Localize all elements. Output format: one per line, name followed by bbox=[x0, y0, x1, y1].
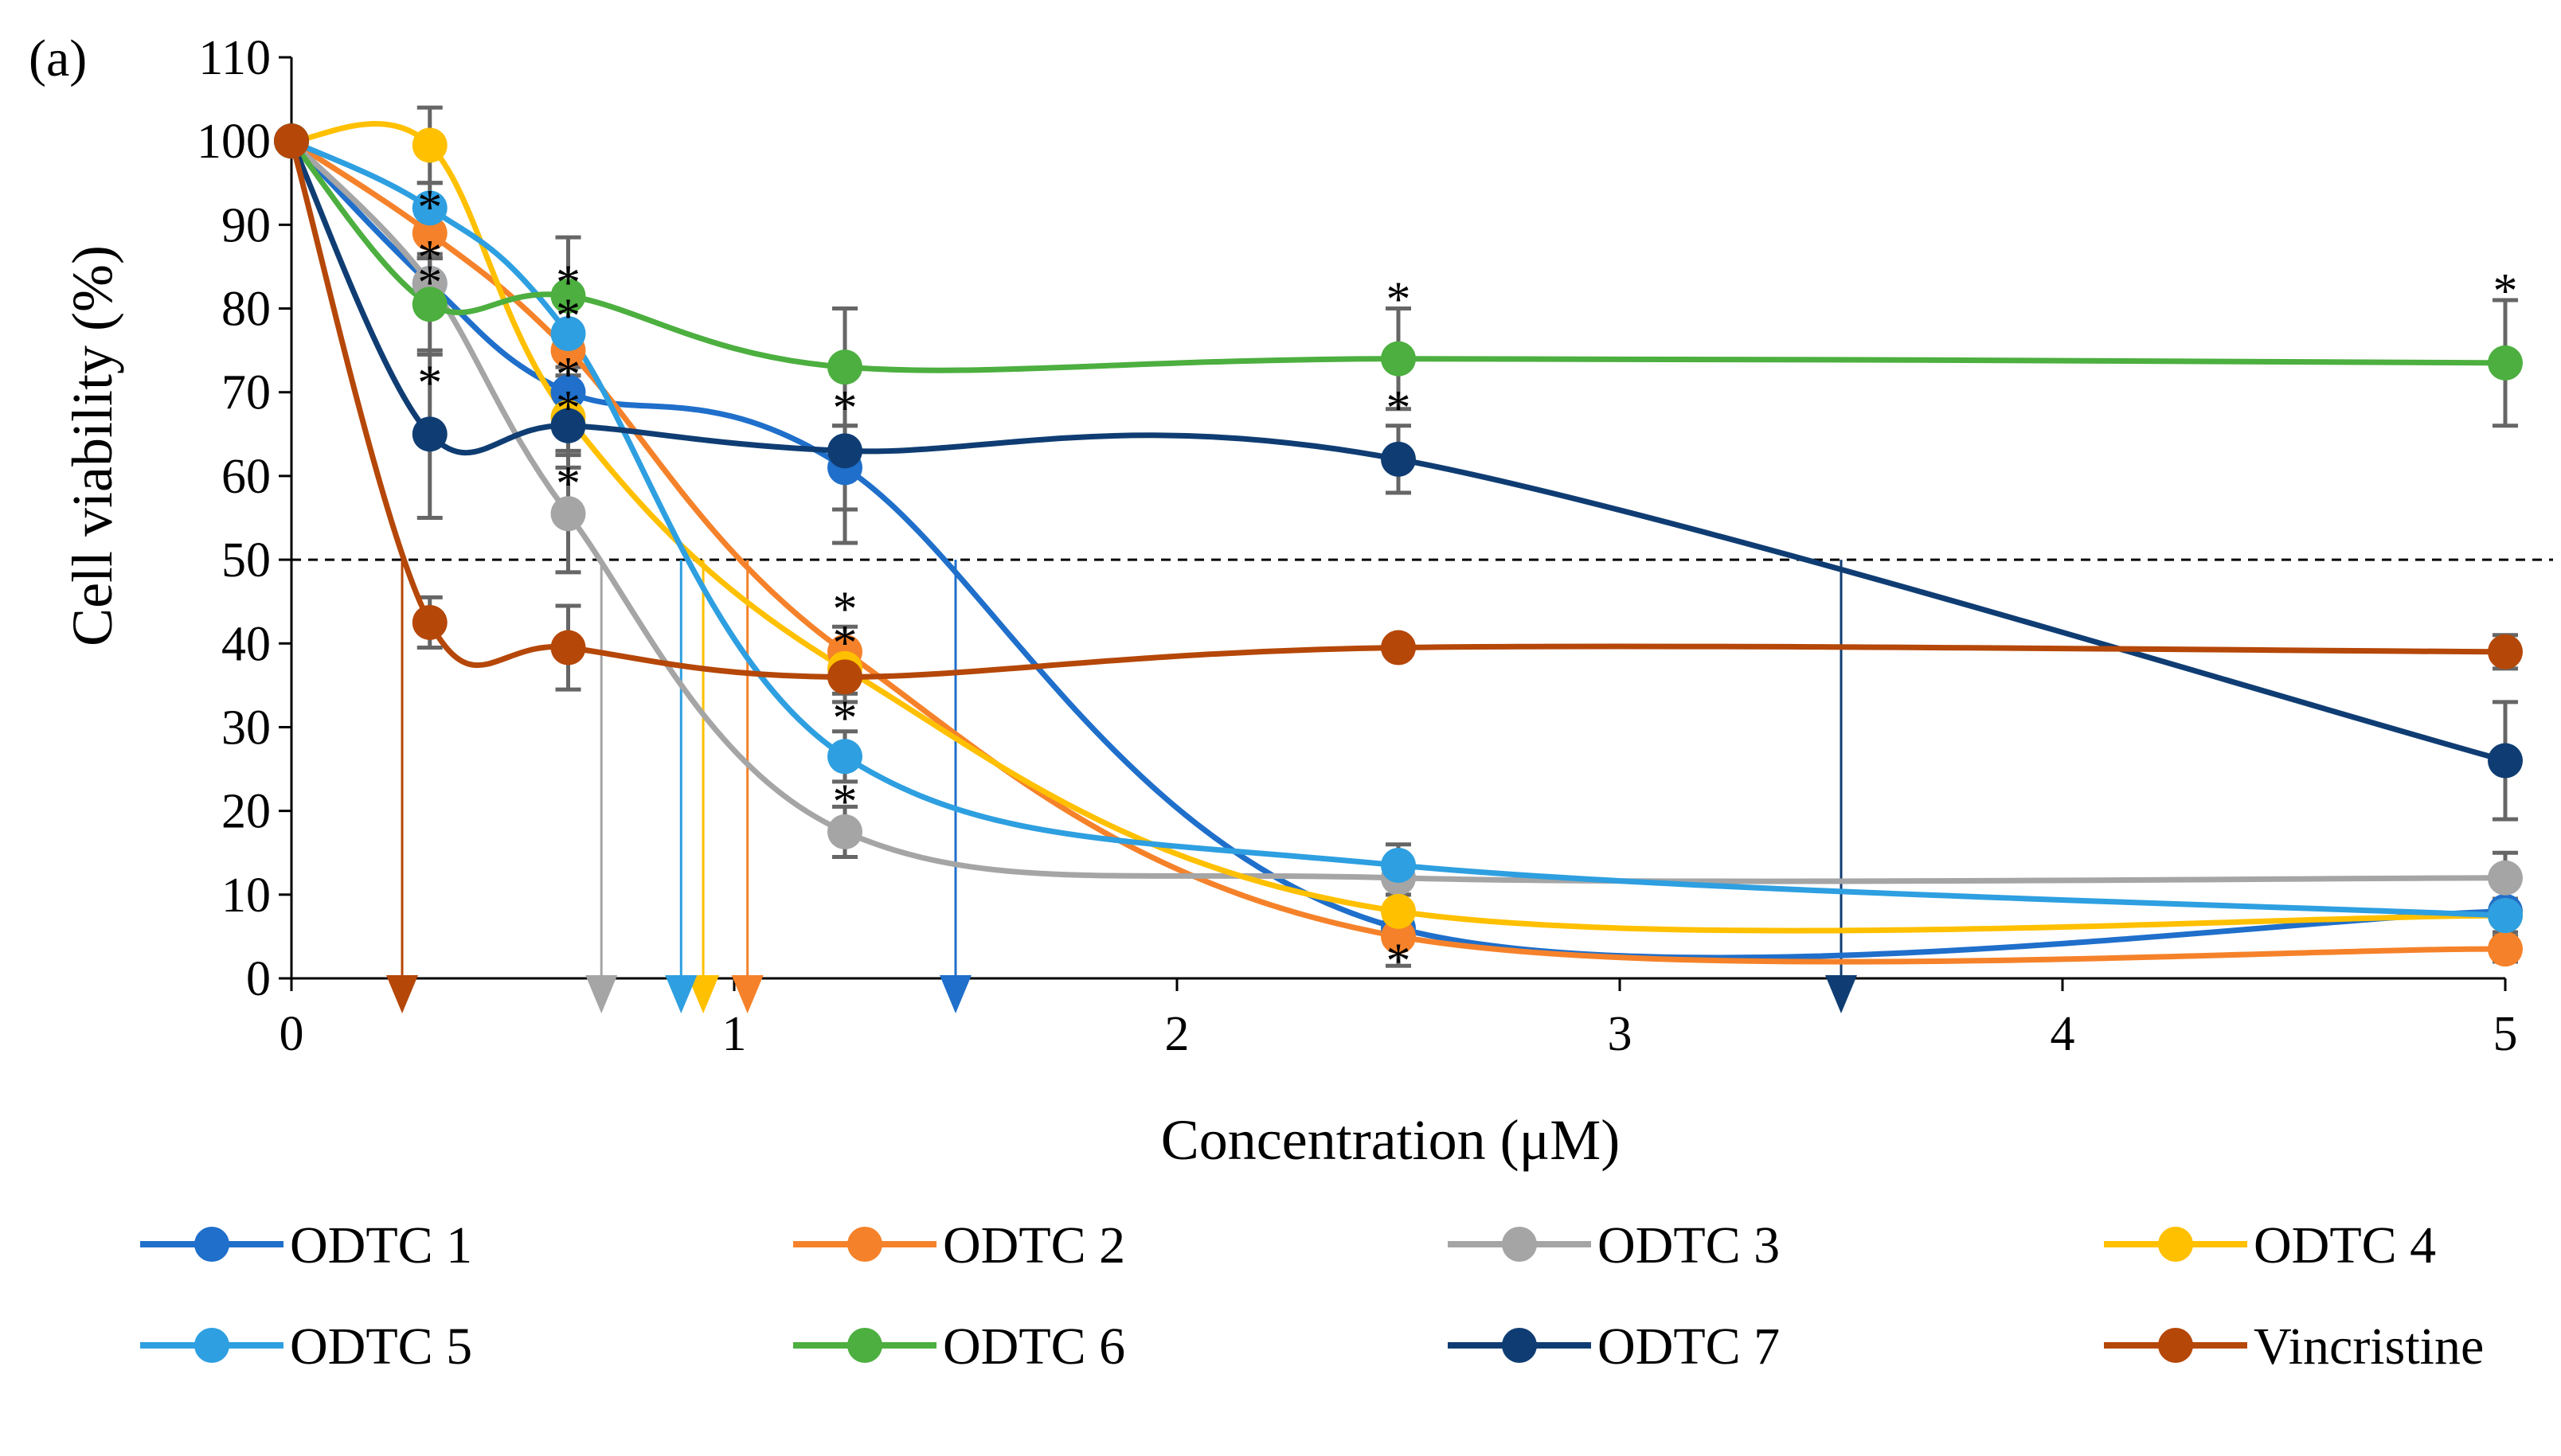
significance-marker: * bbox=[417, 357, 442, 411]
y-tick-label: 110 bbox=[198, 31, 271, 85]
x-tick-label: 3 bbox=[1608, 1007, 1632, 1061]
ic50-arrow-marker bbox=[585, 975, 618, 1013]
data-point bbox=[2488, 931, 2523, 967]
y-axis-title: Cell viability (%) bbox=[61, 245, 124, 646]
x-tick-label: 5 bbox=[2493, 1007, 2518, 1061]
legend-label: ODTC 6 bbox=[943, 1317, 1125, 1376]
data-point bbox=[274, 123, 309, 159]
data-point bbox=[2488, 634, 2523, 669]
ic50-arrow-marker bbox=[1825, 975, 1857, 1013]
panel-label: (a) bbox=[29, 29, 87, 88]
ic50-arrow-marker bbox=[940, 975, 972, 1013]
legend-label: ODTC 4 bbox=[2254, 1216, 2436, 1274]
data-point bbox=[550, 630, 586, 666]
data-point bbox=[1381, 848, 1416, 884]
data-point bbox=[1381, 341, 1416, 377]
y-tick-label: 90 bbox=[221, 198, 271, 252]
y-tick-label: 0 bbox=[246, 952, 271, 1006]
y-tick-label: 70 bbox=[221, 366, 271, 420]
data-point bbox=[412, 215, 448, 251]
legend-marker bbox=[2158, 1227, 2193, 1262]
x-tick-label: 1 bbox=[722, 1007, 747, 1061]
ic50-arrow-marker bbox=[731, 975, 764, 1013]
data-point bbox=[412, 604, 448, 640]
data-point bbox=[1381, 893, 1416, 929]
series-line bbox=[288, 138, 2508, 965]
data-point bbox=[550, 316, 586, 352]
series-line bbox=[288, 138, 2508, 919]
significance-marker: * bbox=[556, 256, 581, 310]
legend-marker bbox=[1502, 1227, 1537, 1262]
legend-label: ODTC 7 bbox=[1597, 1317, 1780, 1376]
significance-marker: * bbox=[833, 616, 858, 670]
ic50-arrow-marker bbox=[386, 975, 418, 1013]
legend-label: ODTC 2 bbox=[943, 1216, 1125, 1274]
x-tick-label: 0 bbox=[280, 1007, 304, 1061]
x-tick-label: 4 bbox=[2051, 1007, 2075, 1061]
significance-marker: * bbox=[1386, 934, 1411, 988]
significance-marker: * bbox=[833, 381, 858, 435]
y-tick-label: 40 bbox=[221, 617, 271, 671]
significance-marker: * bbox=[556, 348, 581, 402]
series-line bbox=[288, 121, 2508, 934]
significance-marker: * bbox=[556, 457, 581, 511]
x-axis-title: Concentration (μM) bbox=[1161, 1108, 1620, 1172]
data-point bbox=[827, 433, 862, 469]
y-tick-label: 100 bbox=[197, 115, 271, 169]
y-tick-label: 30 bbox=[221, 701, 271, 755]
data-point bbox=[550, 374, 586, 410]
data-point bbox=[827, 814, 862, 849]
significance-marker: * bbox=[1386, 273, 1411, 327]
legend-label: Vincristine bbox=[2254, 1317, 2484, 1376]
data-point bbox=[827, 349, 862, 385]
data-point bbox=[1381, 630, 1416, 666]
data-point bbox=[1381, 919, 1416, 954]
significance-marker: * bbox=[417, 181, 442, 235]
y-tick-label: 20 bbox=[221, 785, 271, 839]
significance-marker: * bbox=[2493, 264, 2518, 318]
significance-marker: * bbox=[417, 231, 442, 285]
significance-marker: * bbox=[833, 775, 858, 829]
data-point bbox=[2488, 860, 2523, 896]
significance-marker: * bbox=[556, 381, 581, 435]
data-point bbox=[1381, 441, 1416, 477]
y-tick-label: 50 bbox=[221, 533, 271, 587]
data-point bbox=[550, 496, 586, 532]
data-point bbox=[550, 278, 586, 314]
legend-marker bbox=[847, 1328, 882, 1363]
legend-marker bbox=[847, 1227, 882, 1262]
legend-label: ODTC 3 bbox=[1597, 1216, 1780, 1274]
legend-marker bbox=[2158, 1328, 2193, 1363]
y-tick-label: 60 bbox=[221, 450, 271, 504]
data-point bbox=[550, 408, 586, 443]
data-point bbox=[2488, 898, 2523, 934]
significance-marker: * bbox=[833, 583, 858, 637]
significance-marker: * bbox=[556, 290, 581, 344]
y-tick-label: 80 bbox=[221, 283, 271, 337]
ic50-arrow-marker bbox=[687, 975, 720, 1013]
y-tick-label: 10 bbox=[221, 869, 271, 923]
legend-marker bbox=[194, 1328, 229, 1363]
series-line bbox=[288, 138, 2508, 961]
data-point bbox=[412, 287, 448, 322]
significance-marker: * bbox=[833, 691, 858, 745]
data-point bbox=[2488, 345, 2523, 381]
significance-marker: * bbox=[1386, 381, 1411, 435]
data-point bbox=[2488, 743, 2523, 779]
x-tick-label: 2 bbox=[1165, 1007, 1190, 1061]
data-point bbox=[412, 190, 448, 226]
data-point bbox=[827, 739, 862, 775]
legend-label: ODTC 5 bbox=[290, 1317, 472, 1376]
data-point bbox=[412, 127, 448, 163]
ic50-arrow-marker bbox=[665, 975, 698, 1013]
legend-marker bbox=[1502, 1328, 1537, 1363]
data-point bbox=[412, 416, 448, 452]
data-point bbox=[827, 659, 862, 695]
significance-marker: * bbox=[417, 256, 442, 310]
legend-label: ODTC 1 bbox=[290, 1216, 472, 1274]
legend-marker bbox=[194, 1227, 229, 1262]
